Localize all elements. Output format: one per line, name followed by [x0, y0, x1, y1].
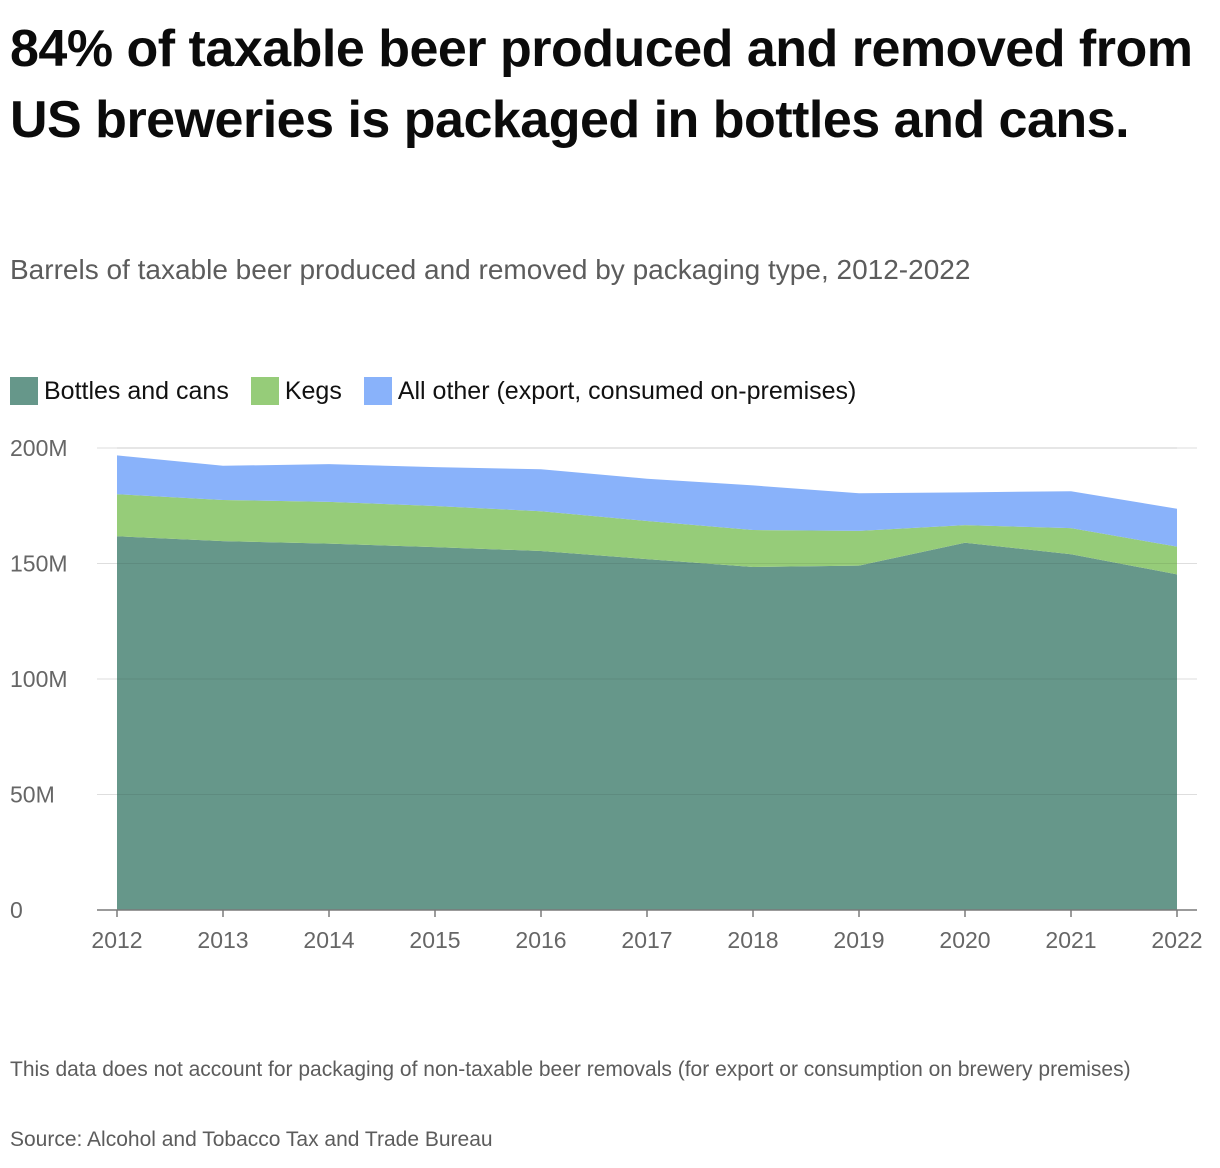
x-tick-label-2022: 2022 — [1151, 927, 1202, 953]
y-axis-labels: 0 50M 100M 150M 200M — [10, 435, 68, 923]
x-tick-label-2020: 2020 — [939, 927, 990, 953]
x-tick-label-2021: 2021 — [1045, 927, 1096, 953]
chart-legend: Bottles and cans Kegs All other (export,… — [10, 374, 878, 408]
y-tick-label-150M: 150M — [10, 551, 68, 577]
legend-swatch-bottles-and-cans — [10, 377, 38, 405]
legend-swatch-all-other — [363, 377, 392, 405]
gridlines-overlay — [117, 447, 1177, 795]
legend-item-kegs: Kegs — [250, 376, 342, 406]
x-tick-label-2013: 2013 — [197, 927, 248, 953]
y-tick-label-50M: 50M — [10, 782, 55, 808]
legend-label-bottles-and-cans: Bottles and cans — [44, 376, 229, 405]
legend-item-bottles-and-cans: Bottles and cans — [10, 377, 229, 406]
x-tick-label-2018: 2018 — [727, 927, 778, 953]
y-tick-label-200M: 200M — [10, 435, 68, 461]
chart-footnote: This data does not account for packaging… — [10, 1058, 1131, 1081]
legend-item-all-other: All other (export, consumed on-premises) — [363, 376, 857, 406]
area-series — [117, 455, 1177, 910]
x-axis-labels: 2012 2013 2014 2015 2016 2017 2018 2019 2020 2021… — [91, 910, 1203, 953]
x-tick-label-2015: 2015 — [409, 927, 460, 953]
chart-subtitle: Barrels of taxable beer produced and rem… — [10, 254, 971, 285]
area-bottles-and-cans — [117, 536, 1177, 910]
y-tick-label-0: 0 — [10, 897, 23, 923]
x-tick-label-2016: 2016 — [515, 927, 566, 953]
chart-title: 84% of taxable beer produced and removed… — [10, 20, 1193, 149]
area-kegs — [117, 494, 1177, 575]
x-tick-label-2017: 2017 — [621, 927, 672, 953]
x-tick-label-2012: 2012 — [91, 927, 142, 953]
area-all-other — [117, 455, 1177, 547]
chart-source: Source: Alcohol and Tobacco Tax and Trad… — [10, 1128, 493, 1151]
x-tick-label-2014: 2014 — [303, 927, 354, 953]
y-tick-label-100M: 100M — [10, 666, 68, 692]
legend-label-kegs: Kegs — [284, 376, 342, 405]
stacked-area-chart: 0 50M 100M 150M 200M 2012 2013 2014 2015 2016 2017… — [10, 435, 1203, 953]
x-tick-label-2019: 2019 — [833, 927, 884, 953]
legend-label-all-other: All other (export, consumed on-premises) — [397, 376, 857, 405]
legend-swatch-kegs — [250, 377, 279, 405]
